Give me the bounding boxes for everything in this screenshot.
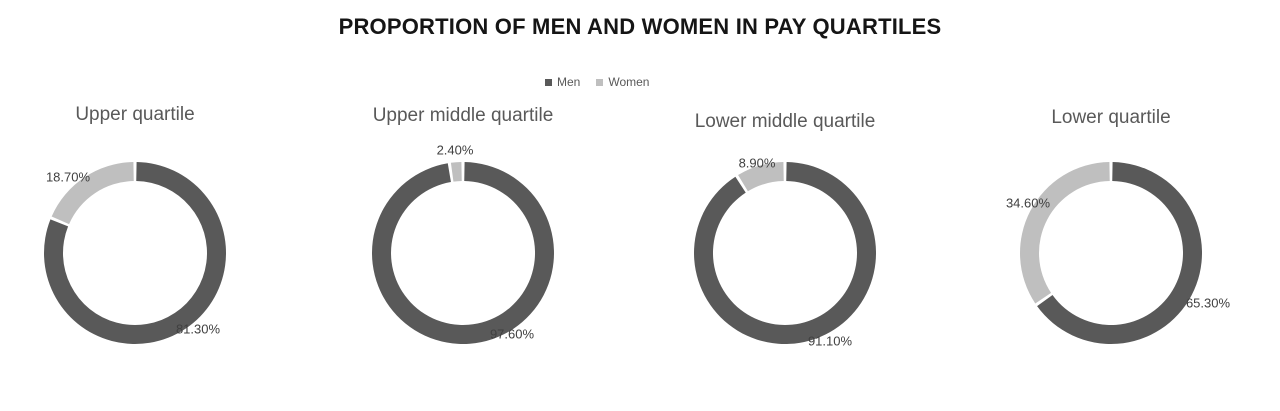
- chart-upper-quartile: Upper quartile 18.70% 81.30%: [5, 95, 265, 400]
- chart-title-lower-quartile: Lower quartile: [1051, 107, 1171, 128]
- data-label-women: 8.90%: [738, 155, 776, 171]
- data-label-men: 91.10%: [807, 333, 853, 349]
- chart-title-upper-quartile: Upper quartile: [75, 104, 195, 125]
- legend-item-women: Women: [596, 75, 649, 89]
- chart-upper-middle-quartile: Upper middle quartile 2.40% 97.60%: [333, 95, 593, 400]
- data-label-men: 65.30%: [1185, 295, 1231, 311]
- donut-ring-lower-middle-quartile: [694, 162, 877, 344]
- data-label-men: 81.30%: [175, 321, 221, 337]
- data-label-men: 97.60%: [489, 326, 535, 342]
- chart-main-title: PROPORTION OF MEN AND WOMEN IN PAY QUART…: [338, 14, 942, 39]
- legend-swatch-women-icon: [596, 78, 604, 86]
- legend-label-men: Men: [557, 75, 581, 89]
- donut-ring-upper-middle-quartile: [371, 162, 554, 344]
- donut-ring-upper-quartile: [44, 162, 227, 344]
- legend-label-women: Women: [608, 75, 650, 89]
- legend-swatch-men-icon: [545, 78, 552, 86]
- data-label-women: 2.40%: [436, 142, 474, 158]
- chart-legend: Men Women: [545, 75, 649, 89]
- chart-lower-quartile: Lower quartile 34.60% 65.30%: [981, 95, 1241, 400]
- data-label-women: 34.60%: [1005, 195, 1051, 211]
- chart-lower-middle-quartile: Lower middle quartile 8.90% 91.10%: [655, 95, 915, 400]
- legend-item-men: Men: [545, 75, 580, 89]
- chart-title-upper-middle-quartile: Upper middle quartile: [372, 105, 554, 126]
- chart-title-lower-middle-quartile: Lower middle quartile: [694, 111, 876, 132]
- data-label-women: 18.70%: [45, 169, 91, 185]
- donut-ring-lower-quartile: [1019, 162, 1203, 344]
